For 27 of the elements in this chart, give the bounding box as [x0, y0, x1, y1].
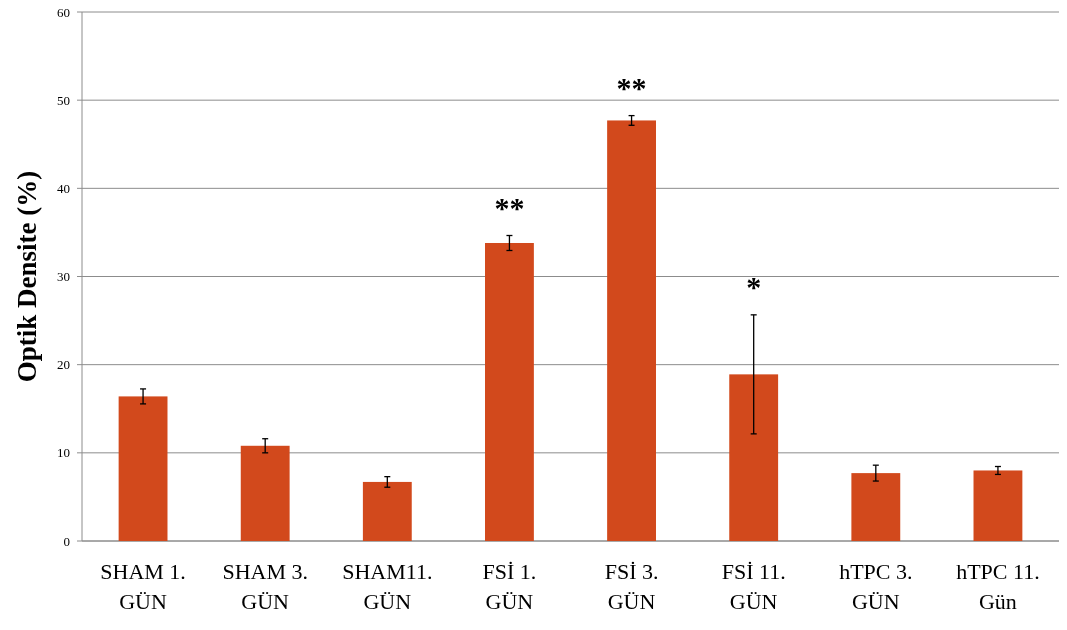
y-tick-label: 60 [57, 4, 70, 20]
annotation: * [746, 269, 762, 303]
annotation: ** [616, 70, 647, 104]
bar [362, 481, 412, 541]
bar [729, 374, 779, 541]
bar [485, 243, 534, 541]
y-tick-label: 20 [57, 357, 70, 373]
y-tick-label: 0 [63, 533, 70, 549]
x-tick-label: FSİ 3. GÜN [604, 559, 659, 614]
bar [851, 473, 901, 541]
y-tick-label: 40 [57, 180, 70, 196]
bar [973, 470, 1023, 541]
bar [118, 396, 168, 541]
x-tick-label: SHAM 1. GÜN [100, 559, 186, 614]
x-tick-label: SHAM11. GÜN [342, 559, 433, 614]
x-tick-label: FSİ 11. GÜN [721, 559, 786, 614]
bar [607, 120, 656, 541]
x-tick-label: FSİ 1. GÜN [482, 559, 537, 614]
y-tick-label: 10 [57, 445, 70, 461]
x-tick-label: hTPC 11. Gün [956, 559, 1040, 614]
y-tick-label: 30 [57, 269, 70, 285]
x-tick-label: hTPC 3. GÜN [839, 559, 913, 614]
x-tick-label: SHAM 3. GÜN [222, 559, 308, 614]
y-axis-title: Optik Densite (%) [12, 170, 42, 383]
y-tick-label: 50 [57, 92, 70, 108]
annotation: ** [494, 190, 525, 224]
bar [240, 445, 290, 541]
